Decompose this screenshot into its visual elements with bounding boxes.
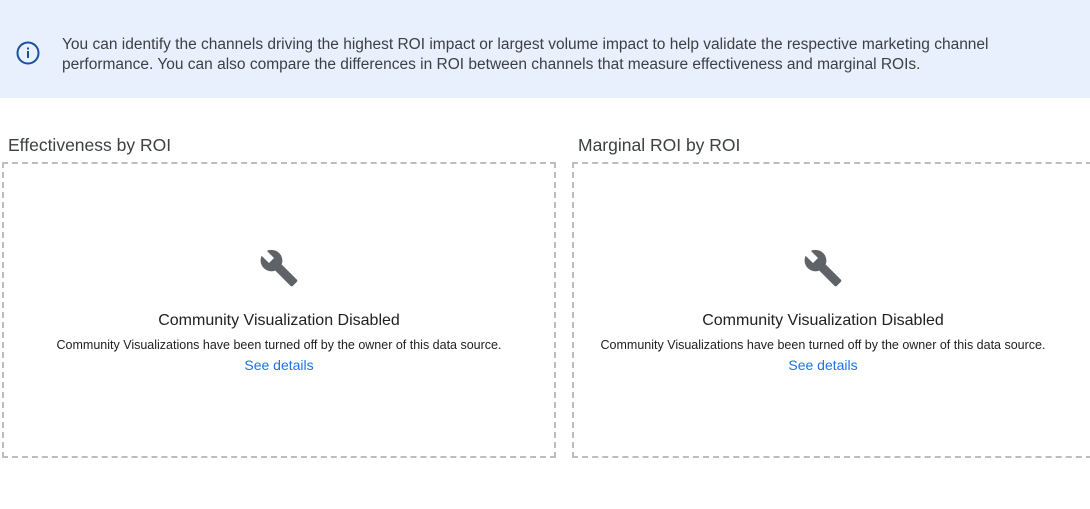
- chart-title-marginal: Marginal ROI by ROI: [578, 135, 741, 155]
- banner-text: You can identify the channels driving th…: [62, 36, 989, 73]
- chart-effectiveness-by-roi: Community Visualization Disabled Communi…: [2, 162, 556, 458]
- chart-marginal-roi-by-roi: Community Visualization Disabled Communi…: [572, 162, 1090, 458]
- status-title: Community Visualization Disabled: [702, 312, 944, 329]
- status-title: Community Visualization Disabled: [158, 312, 400, 329]
- wrench-icon: [260, 249, 298, 287]
- info-icon: [16, 41, 40, 65]
- see-details-link[interactable]: See details: [788, 357, 858, 373]
- info-banner: You can identify the channels driving th…: [0, 0, 1090, 98]
- status-message: Community Visualizations have been turne…: [56, 338, 502, 352]
- wrench-icon: [804, 249, 842, 287]
- chart-title-effectiveness: Effectiveness by ROI: [8, 135, 172, 155]
- status-message: Community Visualizations have been turne…: [600, 338, 1046, 352]
- see-details-link[interactable]: See details: [244, 357, 314, 373]
